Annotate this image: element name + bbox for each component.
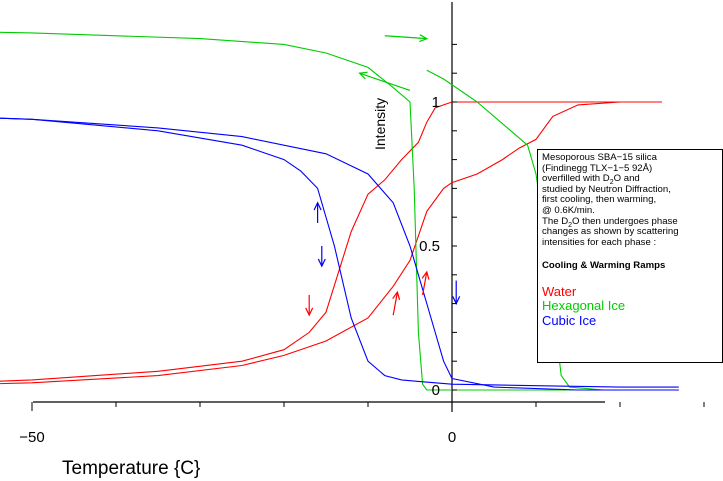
annotation-line: (Findinegg TLX−1−5 92Å)	[542, 162, 653, 174]
series-cubic-ice-warming	[0, 117, 679, 391]
y-tick-label: 0.5	[419, 238, 440, 255]
y-tick-label: 0	[432, 382, 440, 399]
legend: Water Hexagonal Ice Cubic Ice	[542, 283, 718, 329]
annotation-box: Mesoporous SBA−15 silica (Findinegg TLX−…	[537, 149, 723, 363]
direction-arrow	[384, 35, 427, 40]
series-hexagonal-ice-warming	[426, 69, 679, 391]
series-water-cooling	[0, 101, 662, 382]
annotation-line: The D2O then undergoes phase	[542, 215, 678, 229]
direction-arrow-head	[392, 290, 401, 300]
x-tick-label: 0	[448, 429, 456, 446]
ramps-label: Cooling & Warming Ramps	[542, 260, 666, 272]
annotation-line: first cooling, then warming,	[542, 194, 657, 206]
annotation-line: studied by Neutron Diffraction,	[542, 183, 671, 195]
direction-arrow-head	[421, 270, 430, 280]
y-tick-label: 1	[432, 94, 440, 111]
annotation-line: intensities for each phase :	[542, 236, 657, 248]
direction-arrow-head	[358, 71, 368, 80]
series-cubic-ice-cooling	[0, 117, 679, 388]
direction-arrow-head	[419, 34, 429, 43]
annotation-line: overfilled with D2O and	[542, 173, 640, 187]
series-hexagonal-ice-cooling	[0, 31, 679, 391]
direction-arrow-head	[313, 201, 322, 211]
legend-entry-water: Water	[542, 283, 577, 299]
direction-arrow	[392, 291, 398, 316]
legend-entry-cubic-ice: Cubic Ice	[542, 312, 597, 328]
x-axis-title: Temperature {C}	[62, 458, 200, 479]
axes	[33, 2, 605, 412]
series-layer	[0, 31, 679, 391]
annotation-line: @ 0.6K/min.	[542, 204, 595, 216]
direction-arrow	[422, 271, 428, 296]
direction-arrow-head	[317, 258, 326, 268]
series-water-warming	[0, 101, 662, 385]
legend-entry-hexagonal-ice: Hexagonal Ice	[542, 298, 626, 314]
x-tick-label: −50	[19, 429, 44, 446]
annotation-line: changes as shown by scattering	[542, 226, 679, 238]
y-axis-title: Intensity	[372, 98, 388, 150]
direction-arrow	[359, 72, 411, 92]
direction-arrow-head	[305, 307, 314, 317]
annotation-line: Mesoporous SBA−15 silica	[542, 152, 657, 163]
